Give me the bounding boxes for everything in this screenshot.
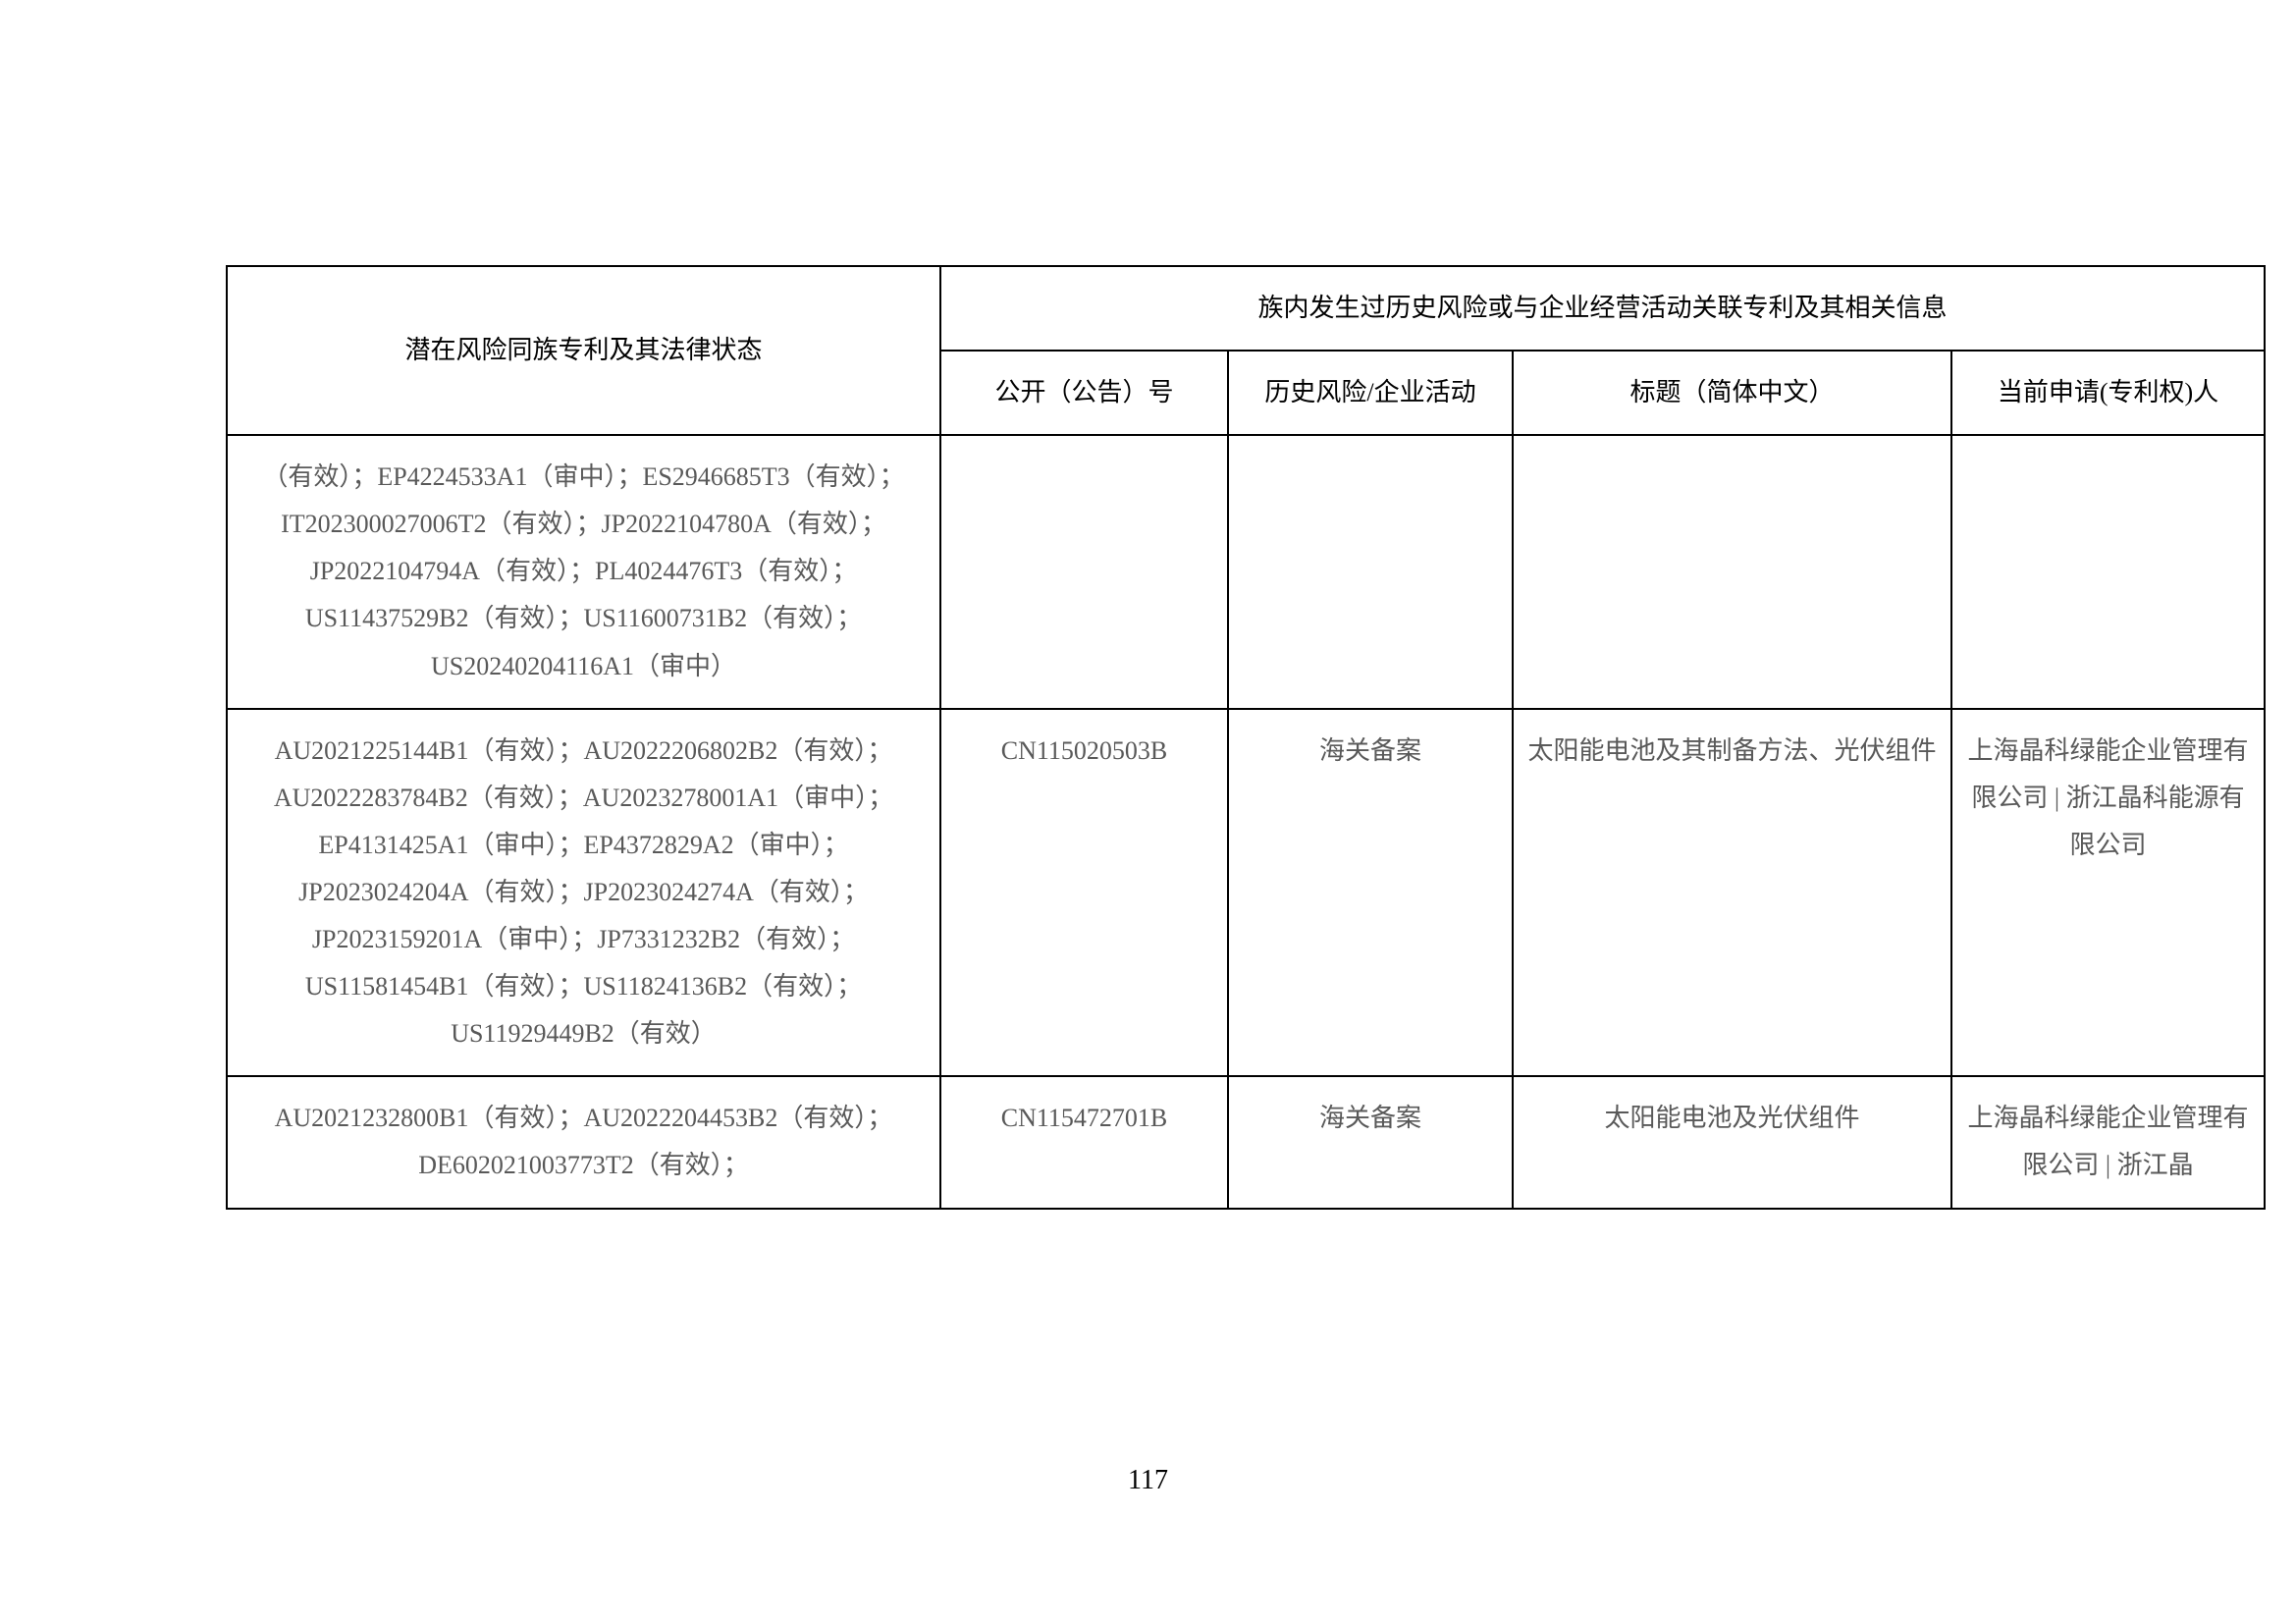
cell-c5: 上海晶科绿能企业管理有限公司 | 浙江晶 xyxy=(1951,1076,2265,1208)
cell-c2 xyxy=(940,435,1228,708)
page-container: 潜在风险同族专利及其法律状态 族内发生过历史风险或与企业经营活动关联专利及其相关… xyxy=(0,0,2296,1210)
cell-c1: AU2021232800B1（有效）；AU2022204453B2（有效）；DE… xyxy=(227,1076,940,1208)
cell-c4: 太阳能电池及光伏组件 xyxy=(1513,1076,1951,1208)
table-body: （有效）；EP4224533A1（审中）；ES2946685T3（有效）；IT2… xyxy=(227,435,2265,1208)
page-number: 117 xyxy=(0,1465,2296,1496)
cell-c3: 海关备案 xyxy=(1228,709,1513,1077)
cell-c4 xyxy=(1513,435,1951,708)
patent-table: 潜在风险同族专利及其法律状态 族内发生过历史风险或与企业经营活动关联专利及其相关… xyxy=(226,265,2266,1210)
header-row-1: 潜在风险同族专利及其法律状态 族内发生过历史风险或与企业经营活动关联专利及其相关… xyxy=(227,266,2265,351)
cell-c1: （有效）；EP4224533A1（审中）；ES2946685T3（有效）；IT2… xyxy=(227,435,940,708)
cell-c2: CN115472701B xyxy=(940,1076,1228,1208)
header-col5: 当前申请(专利权)人 xyxy=(1951,351,2265,435)
header-merged: 族内发生过历史风险或与企业经营活动关联专利及其相关信息 xyxy=(940,266,2265,351)
table-row: AU2021225144B1（有效）；AU2022206802B2（有效）；AU… xyxy=(227,709,2265,1077)
header-col4: 标题（简体中文） xyxy=(1513,351,1951,435)
cell-c4: 太阳能电池及其制备方法、光伏组件 xyxy=(1513,709,1951,1077)
table-header: 潜在风险同族专利及其法律状态 族内发生过历史风险或与企业经营活动关联专利及其相关… xyxy=(227,266,2265,435)
cell-c5 xyxy=(1951,435,2265,708)
table-row: （有效）；EP4224533A1（审中）；ES2946685T3（有效）；IT2… xyxy=(227,435,2265,708)
cell-c3 xyxy=(1228,435,1513,708)
cell-c2: CN115020503B xyxy=(940,709,1228,1077)
header-col3: 历史风险/企业活动 xyxy=(1228,351,1513,435)
cell-c5: 上海晶科绿能企业管理有限公司 | 浙江晶科能源有限公司 xyxy=(1951,709,2265,1077)
table-row: AU2021232800B1（有效）；AU2022204453B2（有效）；DE… xyxy=(227,1076,2265,1208)
cell-c3: 海关备案 xyxy=(1228,1076,1513,1208)
header-col2: 公开（公告）号 xyxy=(940,351,1228,435)
cell-c1: AU2021225144B1（有效）；AU2022206802B2（有效）；AU… xyxy=(227,709,940,1077)
header-col1: 潜在风险同族专利及其法律状态 xyxy=(227,266,940,435)
